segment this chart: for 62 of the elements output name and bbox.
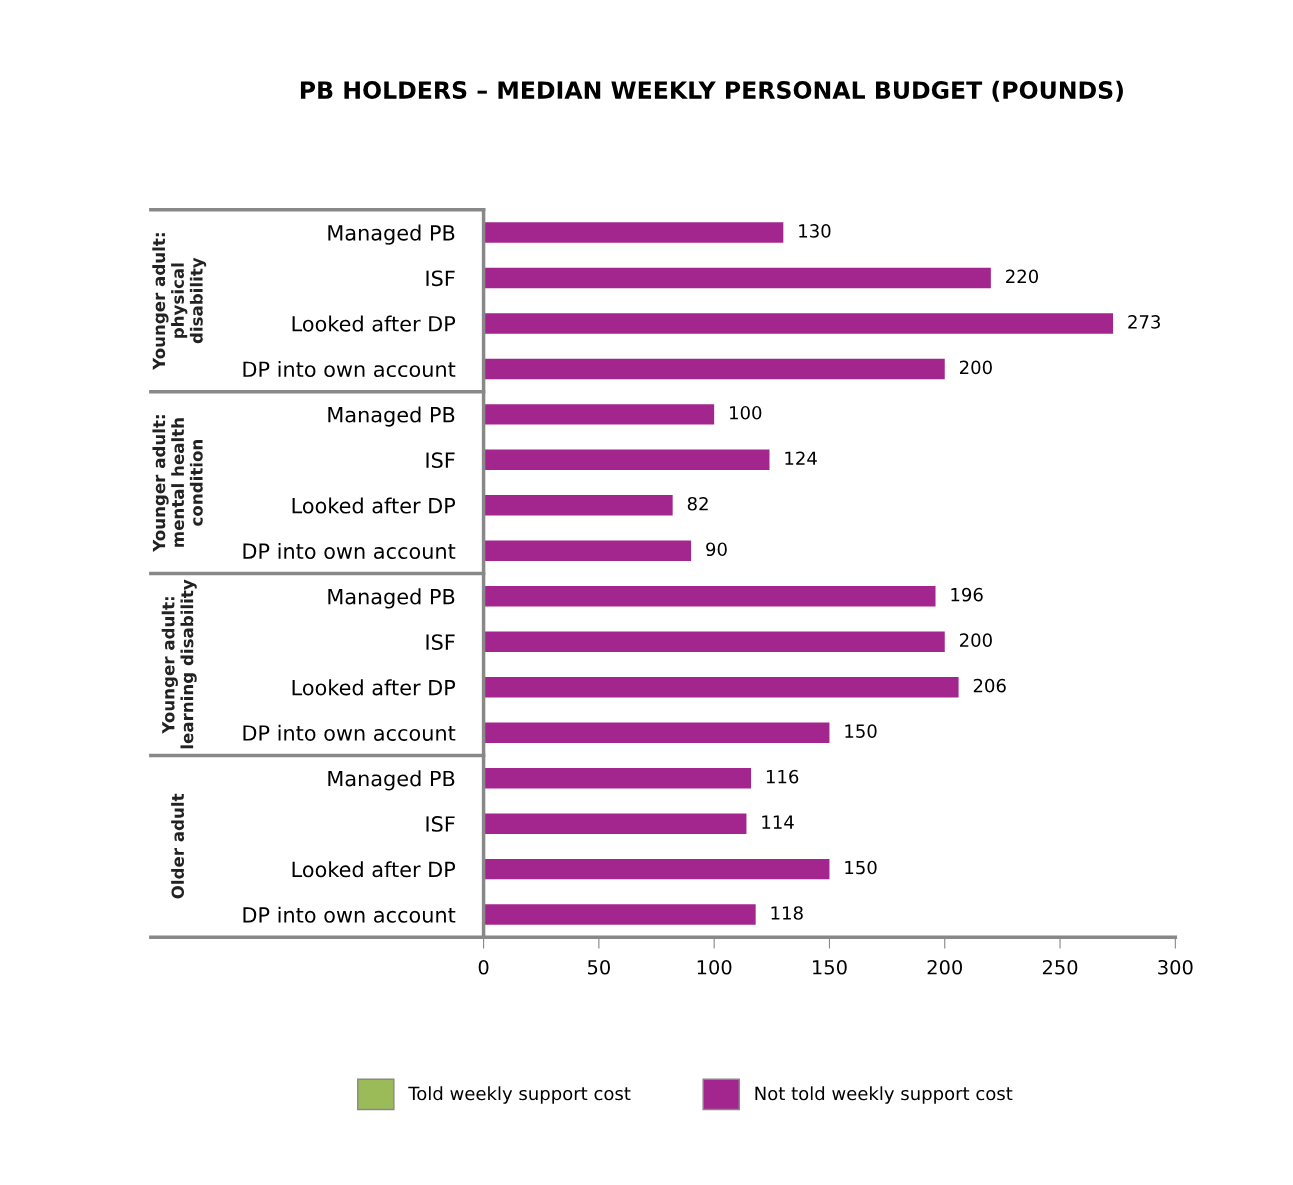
y-tick-label: DP into own account: [243, 360, 456, 378]
data-label: 114: [762, 815, 794, 829]
x-tick-label: 200: [927, 959, 963, 975]
data-label: 130: [799, 224, 831, 238]
y-tick-label: Managed PB: [328, 770, 455, 791]
y-tick-label: DP into own account: [243, 906, 456, 923]
y-tick-label: Looked after DP: [292, 315, 456, 332]
y-tick-label: Managed PB: [328, 406, 455, 427]
bar: [483, 904, 756, 925]
y-tick-label: Looked after DP: [292, 497, 456, 514]
data-label: 124: [785, 451, 817, 465]
bar: [483, 267, 991, 289]
text: Younger adult: mental health condition: [152, 415, 203, 552]
x-tick-label: 0: [478, 959, 489, 975]
x-tick-label: 100: [697, 959, 732, 975]
data-label: 196: [951, 587, 983, 602]
bar: [483, 858, 830, 880]
chart-title: PB HOLDERS – MEDIAN WEEKLY PERSONAL BUDGET (POUNDS): [300, 80, 1123, 102]
bar: [483, 404, 715, 425]
text: Older adult: [171, 793, 185, 899]
bar: [483, 813, 747, 834]
y-tick-label: ISF: [426, 452, 455, 469]
legend-label: Told weekly support cost: [408, 1086, 631, 1104]
bar: [483, 449, 770, 471]
x-tick-label: 300: [1158, 959, 1193, 975]
x-tick-label: 50: [588, 959, 610, 975]
data-label: 273: [1128, 315, 1160, 329]
bar: [483, 495, 673, 516]
bar: [483, 676, 959, 698]
data-label: 200: [959, 633, 992, 647]
y-tick-label: ISF: [426, 634, 455, 650]
x-tick-label: 250: [1042, 959, 1078, 975]
text: Younger adult: learning disability: [161, 579, 197, 749]
y-tick-label: DP into own account: [243, 724, 456, 741]
data-label: 82: [687, 496, 708, 511]
y-tick-label: DP into own account: [243, 542, 456, 560]
data-label: 200: [959, 360, 992, 375]
y-tick-label: Managed PB: [328, 224, 455, 245]
y-tick-label: ISF: [426, 816, 455, 832]
legend-label: Not told weekly support cost: [755, 1086, 1013, 1104]
bar: [483, 631, 945, 652]
bar: [483, 358, 945, 380]
data-label: 118: [771, 906, 803, 920]
y-tick-label: Looked after DP: [292, 861, 456, 878]
text: Younger adult: physical disability: [152, 233, 207, 371]
bar: [483, 222, 784, 243]
data-label: 150: [845, 724, 877, 738]
bar: [483, 722, 830, 743]
data-label: 116: [766, 769, 799, 784]
y-tick-label: Managed PB: [328, 588, 455, 609]
data-label: 206: [973, 678, 1006, 693]
y-tick-label: Looked after DP: [292, 679, 456, 696]
data-label: 220: [1006, 269, 1039, 284]
bar: [483, 767, 752, 789]
y-tick-label: ISF: [426, 270, 455, 287]
x-tick-label: 150: [813, 959, 847, 975]
data-label: 150: [845, 860, 877, 875]
bar: [483, 540, 692, 562]
data-label: 90: [706, 542, 727, 557]
data-label: 100: [730, 405, 762, 420]
bar: [483, 586, 936, 607]
bar: [483, 313, 1114, 334]
